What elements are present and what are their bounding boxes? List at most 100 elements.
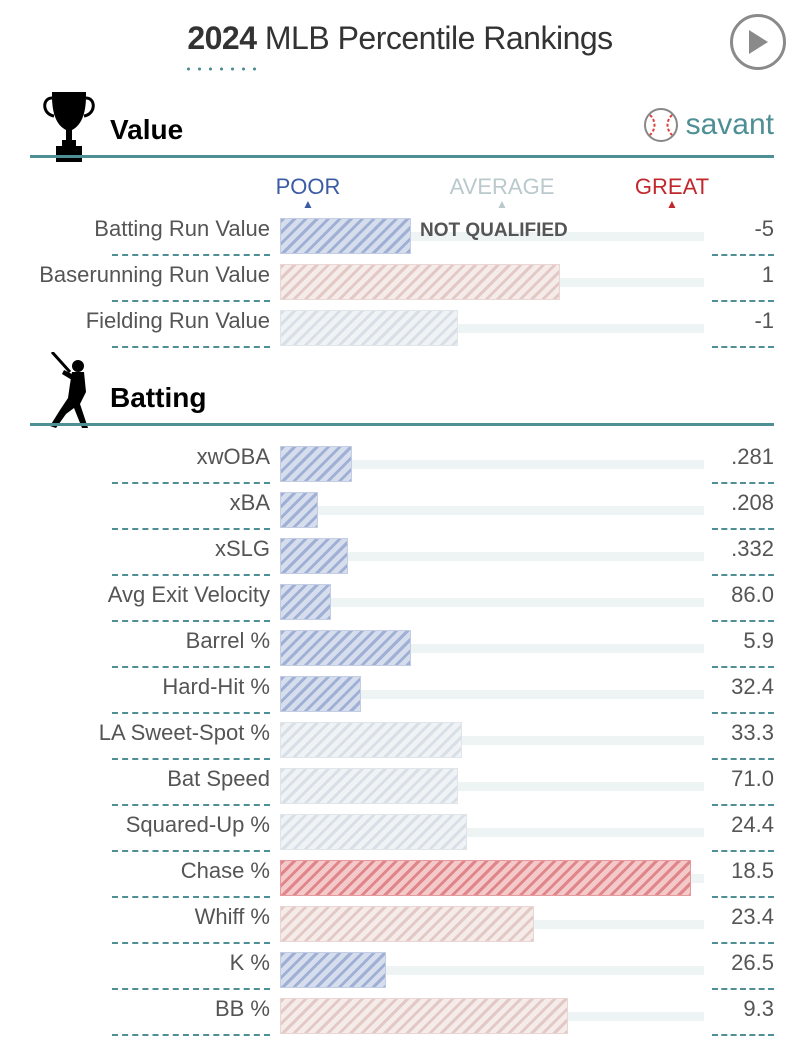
percentile-bar[interactable] <box>280 492 318 528</box>
title-underline-dots <box>183 66 261 72</box>
percentile-track <box>280 460 704 469</box>
row-divider-right <box>712 988 774 990</box>
percentile-bar[interactable] <box>280 446 352 482</box>
scale-great-marker: ▲ <box>666 197 678 211</box>
metric-row: LA Sweet-Spot % 33.3 <box>0 712 804 760</box>
row-divider-right <box>712 528 774 530</box>
row-divider-right <box>712 620 774 622</box>
scale-average-marker: ▲ <box>496 197 508 211</box>
metric-row: Fielding Run Value -1 <box>0 300 804 348</box>
row-divider-left <box>112 850 270 852</box>
percentile-track <box>280 552 704 561</box>
batting-section-header: Batting <box>30 352 774 428</box>
scale-great-label: GREAT <box>634 174 710 199</box>
metric-row: K % 26.5 <box>0 942 804 990</box>
baseball-icon <box>643 108 678 142</box>
scale-poor-marker: ▲ <box>302 197 314 211</box>
metric-label: Fielding Run Value <box>85 308 270 333</box>
row-divider-left <box>112 712 270 714</box>
metric-row: xwOBA .281 <box>0 436 804 484</box>
percentile-bar[interactable] <box>280 218 411 254</box>
row-divider-right <box>712 712 774 714</box>
metric-row: Chase % 18.5 <box>0 850 804 898</box>
percentile-bar[interactable] <box>280 906 534 942</box>
row-divider-right <box>712 482 774 484</box>
row-divider-right <box>712 1034 774 1036</box>
percentile-bar[interactable] <box>280 310 458 346</box>
metric-row: xSLG .332 <box>0 528 804 576</box>
scale-average-label: AVERAGE <box>449 174 555 199</box>
percentile-bar[interactable] <box>280 952 386 988</box>
row-divider-left <box>112 1034 270 1036</box>
row-divider-right <box>712 942 774 944</box>
metric-row: xBA .208 <box>0 482 804 530</box>
metric-value: 26.5 <box>731 950 774 975</box>
play-button[interactable] <box>730 14 786 70</box>
percentile-bar[interactable] <box>280 768 458 804</box>
percentile-bar[interactable] <box>280 630 411 666</box>
row-divider-right <box>712 758 774 760</box>
metric-value: 5.9 <box>743 628 774 653</box>
section-title-batting: Batting <box>110 382 207 413</box>
percentile-track <box>280 506 704 515</box>
row-divider-left <box>112 804 270 806</box>
savant-brand-text: savant <box>685 108 774 141</box>
metric-row: BB % 9.3 <box>0 988 804 1036</box>
page-title: 2024 MLB Percentile Rankings <box>0 20 800 57</box>
scale-poor-label: POOR <box>275 174 341 199</box>
metric-value: 33.3 <box>731 720 774 745</box>
metric-value: 18.5 <box>731 858 774 883</box>
row-divider-left <box>112 942 270 944</box>
metric-value: 71.0 <box>731 766 774 791</box>
metric-row: Barrel % 5.9 <box>0 620 804 668</box>
metric-label: K % <box>229 950 270 975</box>
percentile-bar[interactable] <box>280 264 560 300</box>
metric-label: Barrel % <box>185 628 270 653</box>
row-divider-left <box>112 666 270 668</box>
savant-logo[interactable]: savant <box>642 106 774 144</box>
metric-label: Whiff % <box>194 904 270 929</box>
metric-label: BB % <box>214 996 270 1021</box>
row-divider-left <box>112 300 270 302</box>
percentile-bar[interactable] <box>280 584 331 620</box>
row-divider-left <box>112 528 270 530</box>
percentile-bar[interactable] <box>280 538 348 574</box>
metric-row: Baserunning Run Value 1 <box>0 254 804 302</box>
row-divider-left <box>112 574 270 576</box>
percentile-track <box>280 598 704 607</box>
row-divider-left <box>112 758 270 760</box>
metric-row: Squared-Up % 24.4 <box>0 804 804 852</box>
row-divider-left <box>112 896 270 898</box>
percentile-bar[interactable] <box>280 676 361 712</box>
percentile-bar[interactable] <box>280 998 568 1034</box>
row-divider-right <box>712 804 774 806</box>
row-divider-left <box>112 482 270 484</box>
row-divider-left <box>112 346 270 348</box>
metric-value: 9.3 <box>743 996 774 1021</box>
row-divider-right <box>712 254 774 256</box>
percentile-bar[interactable] <box>280 860 691 896</box>
metric-row: Hard-Hit % 32.4 <box>0 666 804 714</box>
metric-value: .208 <box>731 490 774 515</box>
metric-value: .332 <box>731 536 774 561</box>
percentile-track <box>280 828 704 837</box>
value-section-header: Value savant <box>30 88 774 162</box>
scale-great: GREAT ▲ <box>612 174 732 210</box>
metric-label: xSLG <box>214 536 270 561</box>
percentile-bar[interactable] <box>280 814 467 850</box>
trophy-icon <box>43 92 95 162</box>
percentile-track <box>280 690 704 699</box>
metric-row: Whiff % 23.4 <box>0 896 804 944</box>
percentile-track <box>280 782 704 791</box>
batter-icon <box>50 352 88 428</box>
metric-label: Squared-Up % <box>125 812 270 837</box>
metric-value: 86.0 <box>731 582 774 607</box>
metric-label: Baserunning Run Value <box>39 262 270 287</box>
row-divider-left <box>112 988 270 990</box>
percentile-track <box>280 232 704 241</box>
scale-poor: POOR ▲ <box>248 174 368 210</box>
play-icon <box>749 30 768 54</box>
percentile-bar[interactable] <box>280 722 462 758</box>
metric-label: Chase % <box>180 858 270 883</box>
